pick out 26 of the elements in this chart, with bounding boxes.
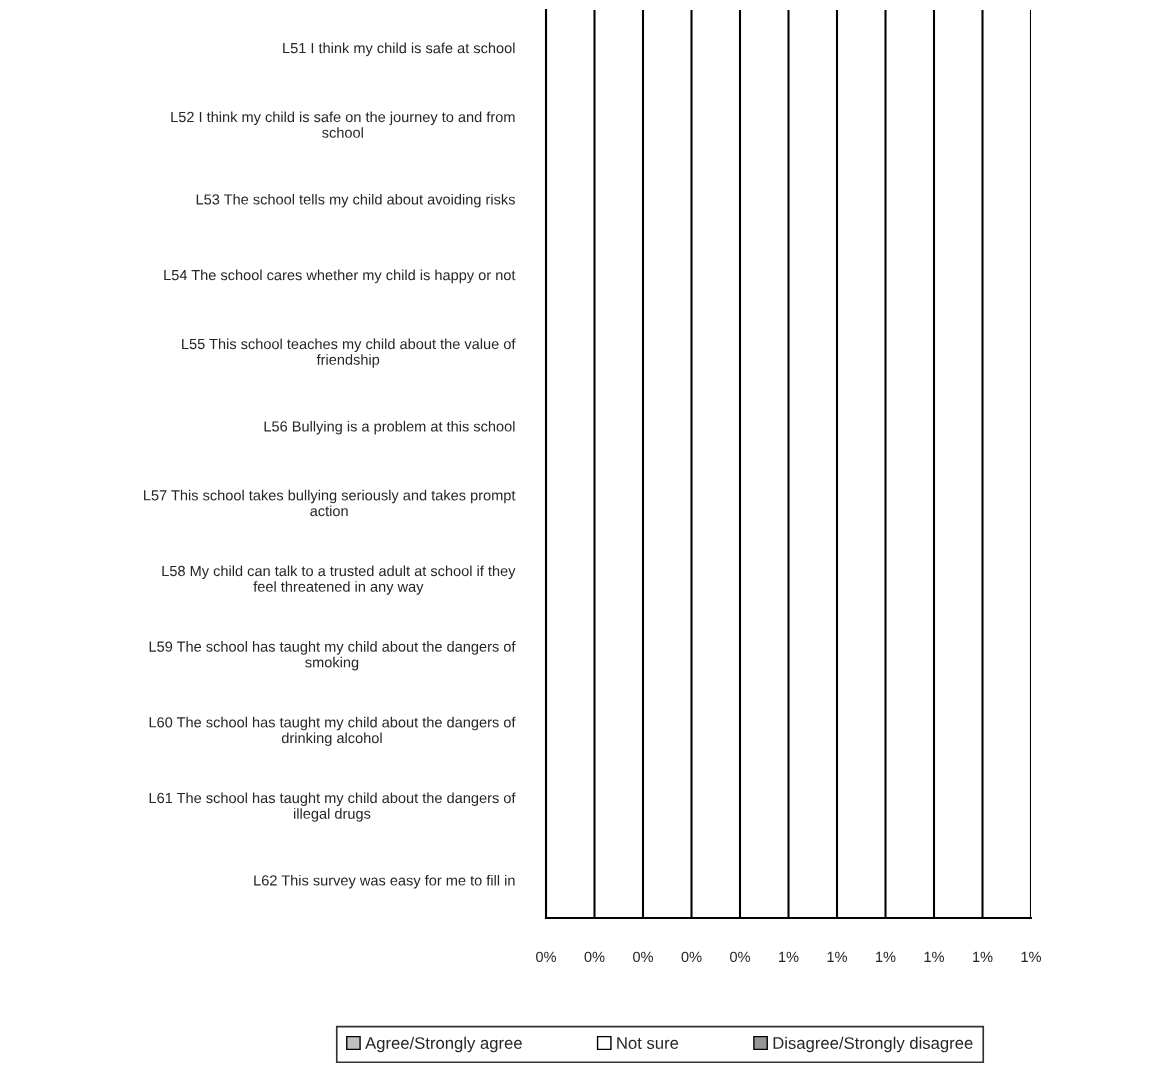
x-tick-label: 0% <box>730 951 751 963</box>
y-tick-label: L58 My child can talk to a trusted adult at school if they feel threatened in any way <box>162 565 516 595</box>
x-tick-label: 1% <box>1021 951 1042 962</box>
x-tick-label: 0% <box>633 951 654 963</box>
y-tick-label: L61 The school has taught my child about the dangers of illegal drugs <box>149 792 516 822</box>
x-tick-label: 1% <box>924 951 945 962</box>
y-tick-label: L60 The school has taught my child about the dangers of drinking alcohol <box>149 716 516 747</box>
y-tick-label: L51 I think my child is safe at school <box>283 42 515 57</box>
x-tick-label: 1% <box>779 951 799 962</box>
x-tick-label: 0% <box>681 951 702 963</box>
x-tick-label: 0% <box>536 951 557 963</box>
legend-label: Not sure <box>617 1037 679 1049</box>
x-tick-label: 1% <box>827 951 848 962</box>
x-tick-label: 0% <box>584 951 605 963</box>
y-tick-label: L62 This survey was easy for me to fill in <box>254 874 515 889</box>
legend-label: Disagree/Strongly disagree <box>773 1036 973 1053</box>
y-tick-label: L52 I think my child is safe on the journey to and from school <box>171 111 515 138</box>
y-tick-label: L57 This school takes bullying seriously and takes prompt action <box>144 489 516 517</box>
y-tick-label: L53 The school tells my child about avoiding risks <box>196 193 515 208</box>
y-tick-label: L55 This school teaches my child about the value of friendship <box>182 338 516 368</box>
x-tick-label: 1% <box>876 951 896 962</box>
legend-label: Agree/Strongly agree <box>365 1036 522 1053</box>
x-tick-label: 1% <box>973 951 993 962</box>
y-tick-label: L56 Bullying is a problem at this school <box>264 420 515 435</box>
y-tick-label: L59 The school has taught my child about the dangers of smoking <box>149 641 516 671</box>
y-tick-label: L54 The school cares whether my child is happy or not <box>164 269 516 284</box>
